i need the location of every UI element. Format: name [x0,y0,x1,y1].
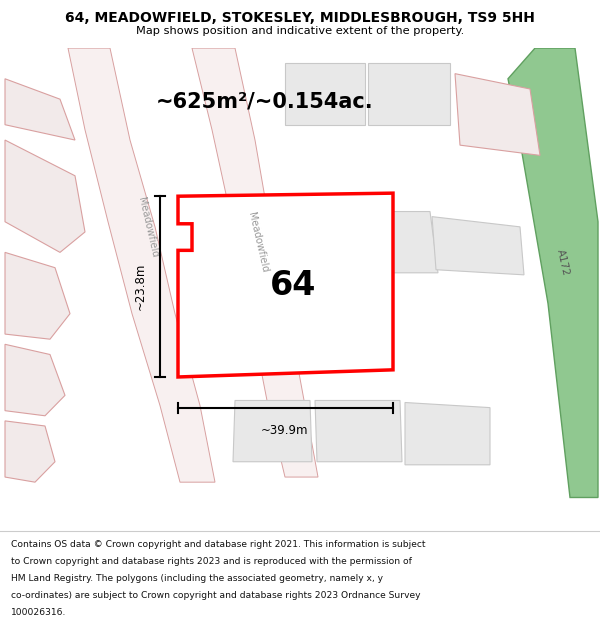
Polygon shape [455,74,540,156]
Text: ~39.9m: ~39.9m [261,424,309,437]
Text: 64, MEADOWFIELD, STOKESLEY, MIDDLESBROUGH, TS9 5HH: 64, MEADOWFIELD, STOKESLEY, MIDDLESBROUG… [65,11,535,24]
Text: Meadowfield: Meadowfield [246,211,270,273]
Text: to Crown copyright and database rights 2023 and is reproduced with the permissio: to Crown copyright and database rights 2… [11,557,412,566]
Text: Map shows position and indicative extent of the property.: Map shows position and indicative extent… [136,26,464,36]
Text: 64: 64 [270,269,316,301]
Polygon shape [405,402,490,465]
Polygon shape [68,48,215,482]
Polygon shape [5,253,70,339]
Polygon shape [342,211,438,272]
Polygon shape [5,140,85,252]
Polygon shape [5,421,55,482]
Text: 100026316.: 100026316. [11,608,66,616]
Polygon shape [233,401,312,462]
Polygon shape [368,64,450,125]
Polygon shape [5,79,75,140]
Polygon shape [5,344,65,416]
Text: A172: A172 [555,248,571,277]
Polygon shape [315,401,402,462]
Text: Meadowfield: Meadowfield [136,196,160,258]
Text: ~23.8m: ~23.8m [133,262,146,310]
Text: Contains OS data © Crown copyright and database right 2021. This information is : Contains OS data © Crown copyright and d… [11,540,425,549]
Text: ~625m²/~0.154ac.: ~625m²/~0.154ac. [156,91,374,111]
Polygon shape [285,64,365,125]
Text: HM Land Registry. The polygons (including the associated geometry, namely x, y: HM Land Registry. The polygons (includin… [11,574,383,582]
Polygon shape [508,48,598,498]
Polygon shape [432,217,524,275]
Polygon shape [178,193,393,377]
Text: co-ordinates) are subject to Crown copyright and database rights 2023 Ordnance S: co-ordinates) are subject to Crown copyr… [11,591,420,599]
Polygon shape [192,48,318,477]
